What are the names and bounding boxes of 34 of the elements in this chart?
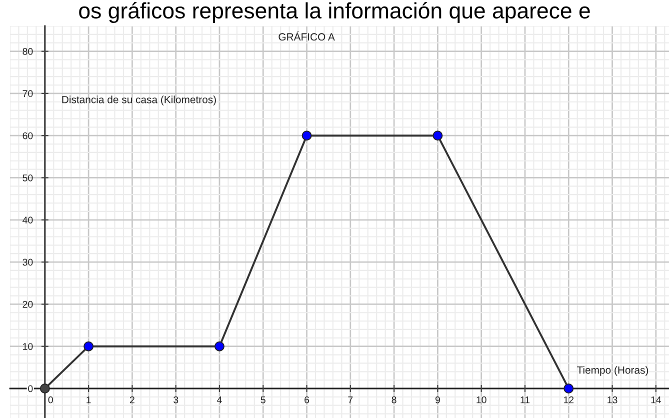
- x-tick-label: 5: [260, 396, 266, 404]
- y-axis-title: Distancia de su casa (Kilometros): [62, 96, 216, 106]
- x-axis-title: Tiempo (Horas): [576, 366, 648, 376]
- y-tick-label: 70: [22, 90, 33, 98]
- point: [564, 384, 574, 394]
- x-tick-label: 1: [86, 396, 91, 404]
- x-tick-label: 2: [130, 396, 134, 404]
- y-tick-label: 20: [22, 300, 33, 308]
- text: os gráficos representa la información que aparece e: [79, 2, 590, 23]
- x-tick-label: 13: [608, 396, 618, 404]
- chart-title: GRÁFICO A: [278, 31, 335, 41]
- point: [302, 130, 312, 141]
- x-tick-label: 10: [476, 396, 486, 404]
- x-tick-label: 0: [48, 396, 53, 404]
- x-tick-label: 8: [392, 396, 396, 404]
- point: [84, 341, 94, 352]
- x-tick-label: 11: [520, 396, 530, 404]
- y-tick-label: 40: [22, 216, 33, 224]
- point: [214, 341, 224, 352]
- x-tick-label: 4: [217, 396, 222, 404]
- x-tick-label: 12: [564, 396, 574, 404]
- point: [432, 130, 443, 141]
- y-tick-label: 60: [22, 132, 33, 140]
- x-tick-label: 9: [435, 396, 440, 404]
- y-tick-label: 30: [22, 258, 33, 266]
- x-tick-label: 6: [304, 396, 310, 404]
- y-tick-label: 10: [23, 343, 33, 350]
- y-tick-label: 0: [28, 385, 33, 392]
- y-tick-label: 50: [22, 174, 33, 182]
- x-tick-label: 7: [348, 396, 353, 404]
- y-tick-label: 80: [22, 48, 33, 55]
- x-tick-label: 14: [651, 396, 662, 404]
- point: [40, 384, 50, 394]
- x-tick-label: 3: [174, 396, 178, 404]
